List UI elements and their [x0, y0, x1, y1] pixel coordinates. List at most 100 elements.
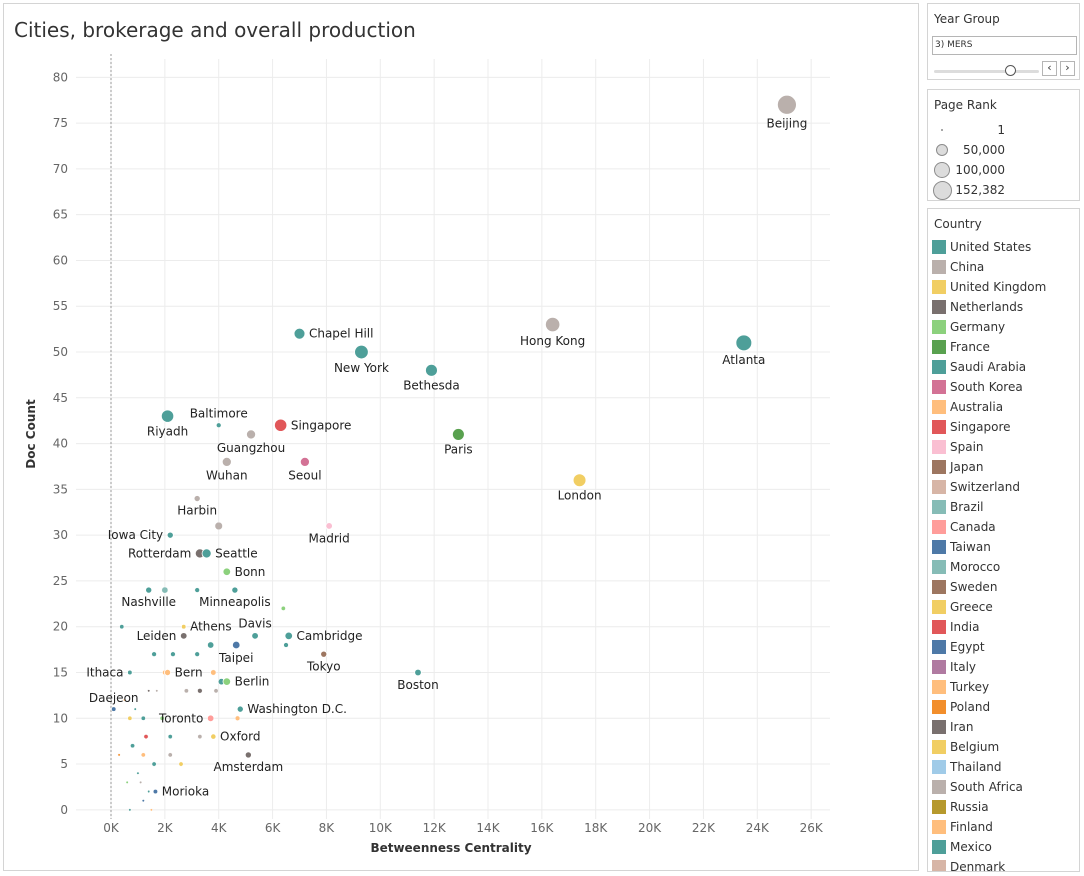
city-point[interactable]	[210, 733, 217, 740]
city-point[interactable]	[167, 752, 173, 758]
city-point[interactable]	[164, 668, 172, 676]
scatter-plot[interactable]: 0 5 10 15 20 25 30 35 40 45 50 55 60 65 70 75 80 0K 2K 4K 6K…	[4, 4, 918, 870]
city-point[interactable]	[236, 705, 244, 713]
country-legend-item[interactable]: Switzerland	[928, 477, 1079, 497]
city-point[interactable]	[210, 669, 217, 676]
city-point[interactable]	[572, 473, 587, 488]
city-point[interactable]	[221, 456, 232, 467]
country-legend-item[interactable]: Finland	[928, 817, 1079, 837]
city-point[interactable]	[777, 94, 797, 115]
city-point[interactable]	[133, 707, 137, 711]
country-legend-item[interactable]: Iran	[928, 717, 1079, 737]
city-point[interactable]	[320, 650, 328, 658]
city-point[interactable]	[215, 422, 222, 429]
country-legend-item[interactable]: Egypt	[928, 637, 1079, 657]
country-legend-item[interactable]: Denmark	[928, 857, 1079, 871]
city-point[interactable]	[167, 734, 173, 739]
city-point[interactable]	[143, 734, 149, 739]
city-point[interactable]	[119, 624, 125, 630]
city-point[interactable]	[160, 409, 175, 423]
city-point[interactable]	[452, 428, 465, 441]
city-point[interactable]	[425, 363, 438, 377]
city-point[interactable]	[214, 521, 223, 531]
city-point[interactable]	[127, 669, 133, 676]
city-point[interactable]	[325, 522, 333, 530]
city-point[interactable]	[145, 586, 153, 594]
year-group-slider-thumb[interactable]	[1004, 65, 1016, 76]
city-point[interactable]	[184, 688, 189, 694]
city-point[interactable]	[207, 641, 214, 649]
city-point[interactable]	[735, 334, 753, 352]
country-legend-item[interactable]: Thailand	[928, 757, 1079, 777]
city-point[interactable]	[141, 799, 145, 803]
country-legend-item[interactable]: South Africa	[928, 777, 1079, 797]
country-legend-item[interactable]: Russia	[928, 797, 1079, 817]
year-group-select[interactable]: 3) MERS	[932, 36, 1077, 55]
country-legend-item[interactable]: Netherlands	[928, 297, 1079, 317]
city-point[interactable]	[128, 808, 132, 812]
country-legend-item[interactable]: United Kingdom	[928, 277, 1079, 297]
city-point[interactable]	[170, 651, 176, 657]
city-point[interactable]	[284, 631, 293, 641]
city-point[interactable]	[152, 788, 159, 795]
city-point[interactable]	[197, 688, 203, 694]
country-legend-item[interactable]: Spain	[928, 437, 1079, 457]
city-point[interactable]	[166, 531, 174, 539]
country-legend-item[interactable]: United States	[928, 237, 1079, 257]
city-point[interactable]	[293, 327, 306, 340]
country-legend-item[interactable]: Germany	[928, 317, 1079, 337]
city-point[interactable]	[178, 761, 184, 767]
city-point[interactable]	[151, 761, 157, 767]
city-point[interactable]	[222, 567, 232, 576]
city-point[interactable]	[193, 495, 201, 503]
country-legend-item[interactable]: South Korea	[928, 377, 1079, 397]
country-legend-item[interactable]: Belgium	[928, 737, 1079, 757]
city-point[interactable]	[136, 771, 140, 775]
city-point[interactable]	[201, 548, 212, 559]
previous-value-button[interactable]: ‹	[1042, 61, 1057, 76]
country-legend-item[interactable]: Sweden	[928, 577, 1079, 597]
city-point[interactable]	[127, 715, 133, 721]
city-point[interactable]	[206, 714, 215, 723]
city-point[interactable]	[231, 586, 239, 594]
city-point[interactable]	[123, 698, 126, 702]
city-point[interactable]	[194, 587, 200, 593]
country-legend-item[interactable]: Morocco	[928, 557, 1079, 577]
city-point[interactable]	[130, 743, 135, 749]
city-point[interactable]	[139, 780, 143, 784]
city-point[interactable]	[110, 706, 117, 712]
country-legend-item[interactable]: Brazil	[928, 497, 1079, 517]
city-point[interactable]	[414, 668, 422, 677]
city-point[interactable]	[251, 632, 259, 640]
country-legend-item[interactable]: Australia	[928, 397, 1079, 417]
city-point[interactable]	[299, 456, 310, 467]
country-legend-item[interactable]: Poland	[928, 697, 1079, 717]
country-legend-item[interactable]: Saudi Arabia	[928, 357, 1079, 377]
country-legend-item[interactable]: India	[928, 617, 1079, 637]
country-legend-item[interactable]: France	[928, 337, 1079, 357]
city-point[interactable]	[161, 586, 169, 594]
city-point[interactable]	[280, 605, 286, 611]
city-point[interactable]	[159, 715, 165, 721]
city-point[interactable]	[213, 688, 219, 694]
city-point[interactable]	[232, 640, 241, 650]
country-legend-item[interactable]: Turkey	[928, 677, 1079, 697]
city-point[interactable]	[117, 753, 121, 757]
country-legend-item[interactable]: Singapore	[928, 417, 1079, 437]
next-value-button[interactable]: ›	[1060, 61, 1075, 76]
city-point[interactable]	[151, 651, 157, 657]
city-point[interactable]	[274, 418, 288, 432]
city-point[interactable]	[147, 790, 151, 794]
city-point[interactable]	[179, 632, 188, 640]
country-legend-item[interactable]: Greece	[928, 597, 1079, 617]
city-point[interactable]	[283, 642, 289, 648]
country-legend-item[interactable]: Italy	[928, 657, 1079, 677]
city-point[interactable]	[140, 752, 146, 758]
city-point[interactable]	[147, 689, 151, 693]
country-legend-item[interactable]: Canada	[928, 517, 1079, 537]
city-point[interactable]	[155, 689, 159, 693]
city-point[interactable]	[545, 316, 561, 333]
city-point[interactable]	[194, 651, 200, 657]
city-point[interactable]	[180, 623, 187, 630]
country-legend-item[interactable]: China	[928, 257, 1079, 277]
